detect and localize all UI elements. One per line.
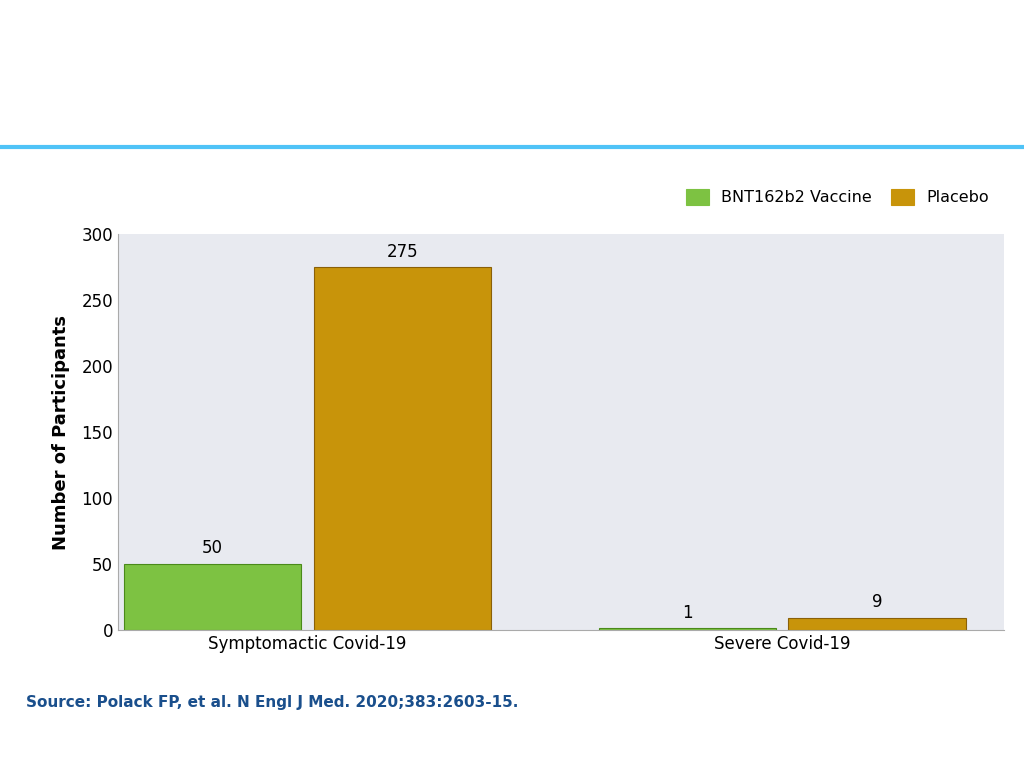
Y-axis label: Number of Participants: Number of Participants [52, 315, 71, 549]
Text: Participants with Covid-19 After First Dose: Participants with Covid-19 After First D… [26, 95, 527, 120]
Legend: BNT162b2 Vaccine, Placebo: BNT162b2 Vaccine, Placebo [680, 183, 995, 212]
Text: 9: 9 [871, 594, 883, 611]
Text: 50: 50 [202, 539, 223, 558]
Text: Covid-19 After First Dose of BNT162b Vaccine or Placebo: Covid-19 After First Dose of BNT162b Vac… [26, 171, 537, 190]
Bar [314, 267, 492, 630]
Text: Source: Polack FP, et al. N Engl J Med. 2020;383:2603-15.: Source: Polack FP, et al. N Engl J Med. … [26, 695, 518, 710]
Text: 1: 1 [682, 604, 692, 622]
Text: Safety and Efficacy of the BNT162b2 mRNA Covid-19 Vaccine: Safety and Efficacy of the BNT162b2 mRNA… [26, 30, 933, 56]
Bar [124, 564, 301, 630]
Text: 275: 275 [387, 243, 418, 260]
Bar [599, 628, 776, 630]
Bar [788, 618, 966, 630]
